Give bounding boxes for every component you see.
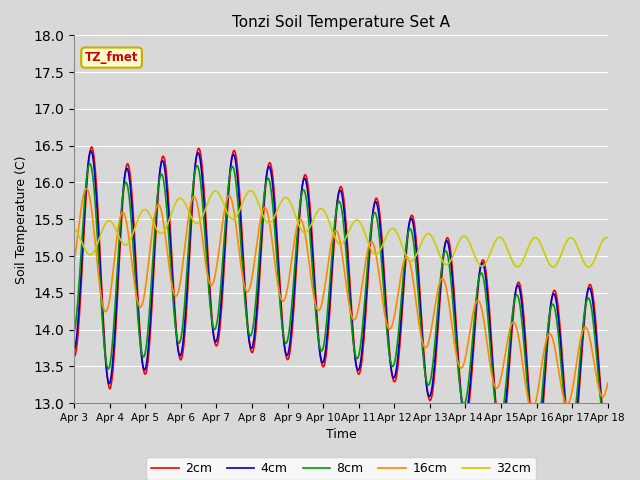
2cm [604,437,612,443]
8cm [86,161,93,167]
4cm [556,337,564,343]
32cm [70,226,78,232]
32cm [604,235,612,241]
Legend: 2cm, 4cm, 8cm, 16cm, 32cm: 2cm, 4cm, 8cm, 16cm, 32cm [146,457,536,480]
8cm [188,195,196,201]
8cm [211,327,219,333]
16cm [528,406,536,411]
32cm [333,239,341,245]
Title: Tonzi Soil Temperature Set A: Tonzi Soil Temperature Set A [232,15,450,30]
16cm [556,378,564,384]
2cm [385,343,393,348]
4cm [438,268,445,274]
32cm [438,257,445,263]
2cm [70,353,78,359]
Text: TZ_fmet: TZ_fmet [85,51,138,64]
2cm [556,327,564,333]
Y-axis label: Soil Temperature (C): Soil Temperature (C) [15,155,28,284]
16cm [438,276,445,282]
32cm [385,228,393,234]
32cm [246,188,254,193]
32cm [188,214,195,220]
Line: 32cm: 32cm [74,191,608,267]
8cm [438,264,445,270]
16cm [604,380,612,386]
16cm [188,197,196,203]
8cm [385,349,393,355]
2cm [438,274,445,280]
X-axis label: Time: Time [326,429,356,442]
8cm [556,352,564,358]
2cm [188,210,196,216]
4cm [70,348,78,353]
16cm [70,258,78,264]
2cm [88,144,96,150]
16cm [333,229,341,235]
Line: 16cm: 16cm [74,189,608,408]
8cm [604,420,612,426]
Line: 2cm: 2cm [74,147,608,457]
8cm [333,203,341,208]
2cm [532,455,540,460]
8cm [70,330,78,336]
4cm [604,433,612,439]
32cm [211,188,218,194]
32cm [556,255,563,261]
4cm [211,338,219,344]
2cm [333,202,341,207]
8cm [531,440,539,445]
4cm [87,148,95,154]
16cm [385,326,393,332]
Line: 4cm: 4cm [74,151,608,454]
4cm [188,202,196,207]
Line: 8cm: 8cm [74,164,608,443]
16cm [211,274,219,279]
4cm [333,199,341,204]
4cm [532,451,540,456]
32cm [584,264,592,270]
2cm [211,340,219,346]
16cm [83,186,91,192]
4cm [385,348,393,354]
